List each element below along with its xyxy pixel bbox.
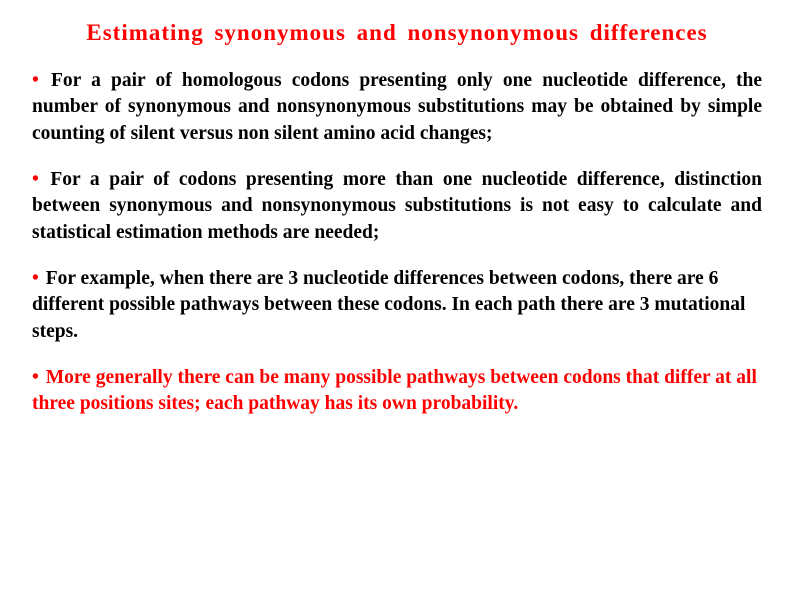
paragraph-text: For a pair of homologous codons presenti… [32, 70, 762, 144]
bullet-paragraph-2: • For a pair of codons presenting more t… [32, 167, 762, 246]
paragraph-text: For example, when there are 3 nucleotide… [32, 268, 745, 342]
bullet-dot: • [32, 268, 39, 289]
paragraph-text: For a pair of codons presenting more tha… [32, 169, 762, 243]
bullet-dot: • [32, 70, 39, 91]
slide-title: Estimating synonymous and nonsynonymous … [32, 20, 762, 46]
bullet-paragraph-4: • More generally there can be many possi… [32, 365, 762, 418]
bullet-dot: • [32, 169, 39, 190]
bullet-paragraph-1: • For a pair of homologous codons presen… [32, 68, 762, 147]
bullet-paragraph-3: • For example, when there are 3 nucleoti… [32, 266, 762, 345]
bullet-dot: • [32, 367, 39, 388]
paragraph-text: More generally there can be many possibl… [32, 367, 757, 414]
